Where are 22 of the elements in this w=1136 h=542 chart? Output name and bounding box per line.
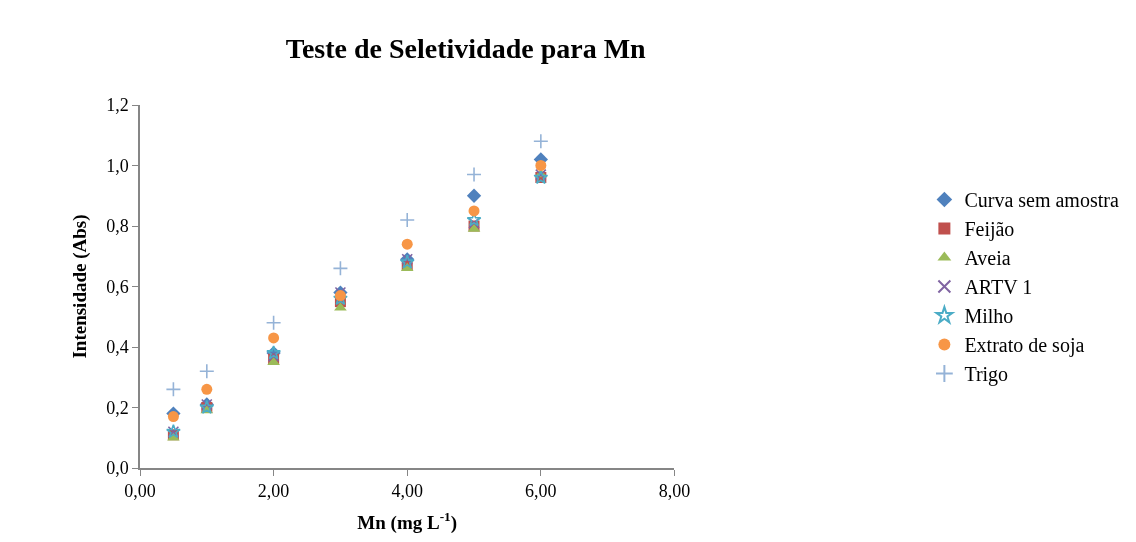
x-tick-label: 4,00 [391, 481, 423, 502]
legend-label: Feijão [964, 218, 1015, 242]
legend-label: Aveia [964, 247, 1011, 270]
x-tick-label: 2,00 [257, 481, 290, 502]
x-axis-title: Mn (mg L$^{-1}$) [357, 508, 458, 534]
legend-label: Curva sem amostra [964, 189, 1119, 212]
legend-label: Milho [964, 305, 1014, 328]
y-tick-label: 0,8 [106, 216, 129, 237]
y-tick-label: 1,2 [106, 95, 129, 116]
y-tick-label: 1,0 [106, 155, 129, 176]
y-tick-label: 0,0 [106, 458, 129, 479]
chart-title: Teste de Seletividade para Mn [285, 32, 647, 64]
legend-label: Extrato de soja [964, 334, 1085, 358]
y-tick-label: 0,2 [106, 397, 129, 418]
x-tick-label: 0,00 [124, 481, 156, 502]
legend-label: Trigo [964, 363, 1009, 387]
legend-label: ARTV 1 [964, 276, 1033, 299]
x-tick-label: 6,00 [525, 481, 557, 502]
y-axis-title: Intensidade (Abs) [68, 214, 91, 359]
x-tick-label: 8,00 [658, 481, 691, 502]
y-tick-label: 0,6 [106, 276, 129, 297]
y-tick-label: 0,4 [106, 337, 129, 358]
